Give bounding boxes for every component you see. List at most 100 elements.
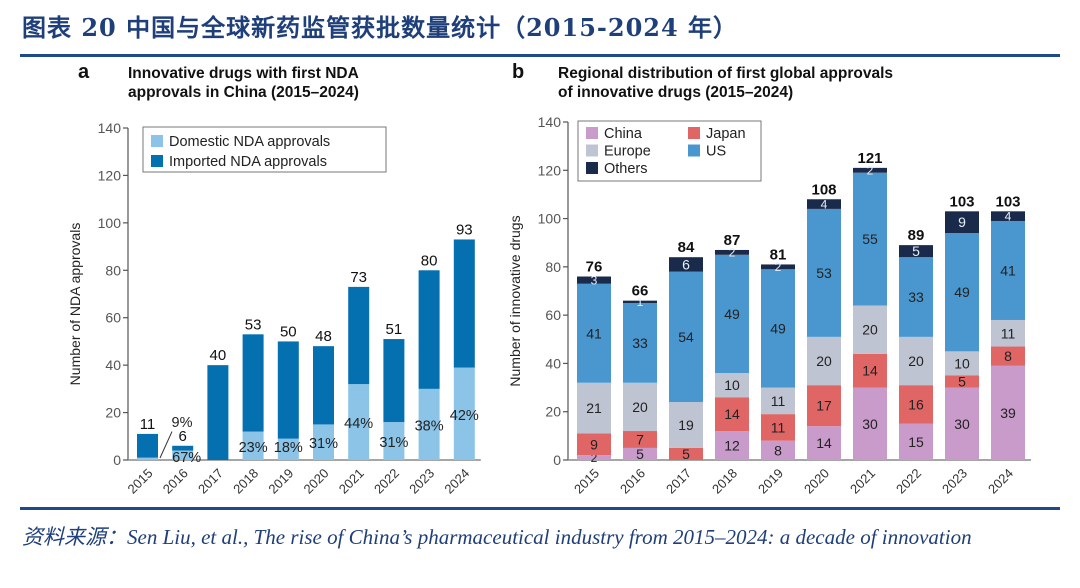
- x-tick-label: 2024: [985, 466, 1016, 497]
- segment-value-label: 11: [771, 393, 786, 409]
- panel-letter: b: [512, 61, 524, 83]
- bar-segment-europe: [853, 305, 887, 354]
- bar-total-label: 40: [210, 347, 227, 364]
- segment-value-label: 20: [816, 353, 832, 369]
- segment-value-label: 1: [637, 295, 644, 309]
- bar-segment-china: [945, 387, 979, 460]
- bar-segment-domestic-nda-approvals: [137, 457, 158, 460]
- bar-segment-us: [853, 172, 887, 306]
- x-tick-label: 2022: [371, 466, 402, 497]
- bar-segment-china: [761, 440, 795, 460]
- x-tick-label: 2024: [441, 466, 472, 497]
- bar-segment-imported-nda-approvals: [383, 339, 405, 423]
- bar-segment-domestic-nda-approvals: [383, 422, 405, 460]
- segment-value-label: 11: [771, 419, 786, 435]
- bar-segment-imported-nda-approvals: [277, 341, 299, 439]
- bar-segment-us: [669, 271, 703, 403]
- bar-segment-us: [715, 254, 749, 374]
- panel-letter: a: [78, 61, 90, 83]
- bar-segment-japan: [807, 385, 841, 427]
- bar-segment-europe: [761, 387, 795, 415]
- x-tick-label: 2016: [617, 466, 648, 497]
- segment-value-label: 49: [770, 320, 786, 336]
- bar-total-label: 11: [140, 416, 156, 433]
- x-tick-label: 2015: [571, 466, 602, 497]
- bar-segment-japan: [853, 353, 887, 388]
- bar-segment-domestic-nda-approvals: [348, 384, 370, 460]
- bar-segment-domestic-nda-approvals: [277, 438, 299, 460]
- x-tick-label: 2018: [709, 466, 740, 497]
- bar-segment-japan: [669, 447, 703, 460]
- segment-value-label: 33: [908, 289, 924, 305]
- legend-label: Others: [604, 161, 648, 177]
- segment-value-label: 20: [862, 322, 878, 338]
- bar-total-label: 53: [245, 316, 262, 333]
- bar-segment-domestic-nda-approvals: [172, 450, 194, 460]
- bar-segment-japan: [991, 346, 1025, 366]
- bar-total-label: 6: [179, 428, 187, 445]
- bar-total-label: 103: [995, 193, 1020, 210]
- segment-value-label: 4: [1005, 209, 1012, 223]
- bottom-divider: [20, 507, 1060, 510]
- segment-value-label: 39: [1000, 405, 1016, 421]
- segment-value-label: 19: [678, 417, 694, 433]
- panel-b-chart: b Regional distribution of first global a…: [507, 61, 1031, 497]
- y-tick-label: 40: [545, 355, 561, 371]
- bar-segment-us: [761, 269, 795, 388]
- segment-value-label: 30: [862, 416, 878, 432]
- segment-value-label: 9: [958, 214, 966, 230]
- segment-value-label: 30: [954, 416, 970, 432]
- y-tick-label: 120: [538, 162, 562, 178]
- segment-value-label: 8: [774, 442, 782, 458]
- bar-segment-us: [807, 208, 841, 337]
- bar-segment-europe: [715, 373, 749, 398]
- y-tick-label: 80: [545, 259, 561, 275]
- bar-segment-domestic-nda-approvals: [242, 431, 264, 460]
- bar-segment-imported-nda-approvals: [207, 365, 229, 460]
- bar-total-label: 51: [386, 321, 403, 338]
- bar-total-label: 50: [280, 323, 297, 340]
- bar-total-label: 84: [678, 239, 695, 256]
- x-tick-label: 2018: [230, 466, 261, 497]
- bar-segment-imported-nda-approvals: [313, 346, 334, 425]
- segment-value-label: 5: [958, 374, 966, 390]
- panel-title-line: Regional distribution of first global ap…: [558, 65, 893, 82]
- segment-value-label: 10: [954, 355, 970, 371]
- bar-segment-europe: [899, 336, 933, 386]
- segment-value-label: 2: [729, 246, 736, 260]
- bar-segment-others: [577, 276, 611, 284]
- bar-segment-imported-nda-approvals: [172, 445, 194, 451]
- segment-value-label: 5: [682, 446, 690, 462]
- segment-value-label: 49: [724, 306, 740, 322]
- x-tick-label: 2015: [125, 466, 156, 497]
- bar-total-label: 48: [315, 328, 332, 345]
- segment-value-label: 14: [724, 406, 740, 422]
- segment-value-label: 5: [636, 446, 644, 462]
- bar-segment-imported-nda-approvals: [137, 433, 158, 458]
- y-tick-label: 140: [98, 120, 122, 136]
- y-tick-label: 140: [538, 114, 562, 130]
- bar-segment-china: [623, 447, 657, 460]
- legend-label: Japan: [706, 126, 746, 142]
- bar-segment-us: [991, 220, 1025, 320]
- segment-value-label: 53: [816, 265, 832, 281]
- segment-value-label: 33: [632, 335, 648, 351]
- bar-segment-japan: [715, 397, 749, 432]
- segment-value-label: 7: [636, 432, 644, 448]
- segment-value-label: 3: [591, 273, 598, 287]
- bar-total-label: 66: [632, 283, 649, 300]
- bar-total-label: 73: [350, 269, 367, 286]
- legend-box: [577, 120, 762, 182]
- top-divider: [20, 54, 1060, 57]
- panel-title-line: approvals in China (2015–2024): [128, 84, 359, 101]
- bar-segment-japan: [623, 431, 657, 448]
- y-tick-label: 120: [98, 167, 122, 183]
- segment-value-label: 10: [724, 377, 740, 393]
- bar-segment-others: [761, 264, 795, 270]
- domestic-share-label: 31%: [309, 436, 338, 452]
- bar-segment-others: [669, 257, 703, 272]
- y-tick-label: 20: [545, 404, 561, 420]
- domestic-share-label: 9%: [172, 415, 193, 431]
- y-tick-label: 100: [538, 211, 562, 227]
- legend-box: [142, 126, 387, 173]
